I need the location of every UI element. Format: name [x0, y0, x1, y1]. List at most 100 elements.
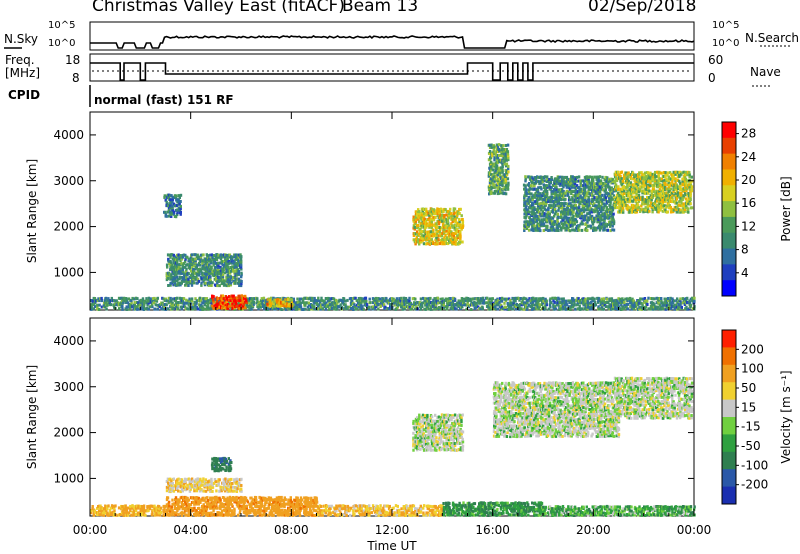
- power-cell: [534, 200, 537, 204]
- power-cell: [589, 305, 592, 309]
- power-cell: [601, 202, 604, 206]
- power-cell: [598, 187, 602, 191]
- power-cell: [223, 296, 226, 300]
- power-cell: [414, 303, 417, 307]
- power-cell: [177, 267, 180, 271]
- power-cell: [496, 307, 499, 311]
- power-cell: [422, 230, 426, 234]
- power-cell: [638, 177, 642, 181]
- power-cell: [240, 279, 243, 283]
- power-cell: [292, 297, 295, 301]
- power-cell: [658, 177, 661, 181]
- power-cell: [493, 164, 496, 168]
- power-cell: [495, 183, 499, 187]
- power-cell: [533, 224, 536, 228]
- power-cell: [555, 185, 558, 189]
- power-cell: [586, 212, 589, 216]
- power-cell: [576, 200, 580, 204]
- power-cell: [641, 173, 644, 177]
- power-cell: [631, 171, 635, 175]
- power-cell: [686, 307, 689, 311]
- power-cell: [583, 216, 587, 219]
- power-cell: [459, 230, 462, 234]
- power-cell: [248, 301, 251, 305]
- power-cell: [207, 305, 210, 309]
- power-cell: [568, 187, 572, 191]
- power-cell: [554, 220, 557, 224]
- power-cell: [205, 307, 209, 310]
- power-cell: [574, 188, 578, 192]
- power-cell: [523, 297, 526, 301]
- power-cell: [540, 196, 543, 200]
- power-cell: [619, 179, 622, 183]
- power-cell: [640, 204, 643, 208]
- power-cell: [231, 255, 234, 259]
- power-cell: [461, 299, 465, 303]
- power-cell: [620, 192, 623, 196]
- power-cell: [530, 299, 534, 303]
- power-cell: [647, 172, 650, 176]
- power-cell: [659, 194, 662, 198]
- power-cell: [524, 206, 527, 210]
- power-cell: [503, 191, 506, 195]
- power-cell: [527, 190, 531, 194]
- power-cell: [441, 299, 444, 303]
- power-cell: [597, 214, 600, 218]
- power-cell: [623, 200, 627, 204]
- power-cell: [460, 297, 464, 300]
- power-cell: [154, 303, 157, 307]
- power-cell: [132, 307, 136, 311]
- power-cell: [425, 297, 429, 301]
- power-cell: [492, 305, 496, 309]
- power-cell: [565, 189, 568, 193]
- power-cell: [673, 307, 676, 311]
- power-cell: [604, 216, 607, 220]
- power-cell: [584, 222, 588, 226]
- power-cell: [560, 307, 563, 311]
- power-cell: [221, 263, 224, 267]
- power-cell: [649, 173, 652, 177]
- power-cell: [664, 299, 667, 302]
- power-cell: [507, 156, 510, 160]
- power-cell: [141, 297, 145, 301]
- power-cell: [639, 297, 642, 301]
- power-cell: [693, 299, 696, 303]
- power-cell: [619, 190, 622, 193]
- power-cell: [591, 200, 595, 204]
- power-cell: [545, 303, 549, 307]
- power-cell: [408, 299, 411, 303]
- power-cell: [602, 307, 605, 311]
- power-cell: [544, 196, 548, 200]
- power-cell: [431, 212, 434, 216]
- power-cell: [616, 298, 619, 302]
- power-cell: [457, 242, 460, 246]
- power-cell: [570, 189, 573, 193]
- power-cell: [574, 212, 578, 216]
- power-cell: [594, 208, 597, 212]
- power-cell: [587, 187, 590, 191]
- power-cell: [344, 303, 347, 307]
- power-cell: [199, 255, 203, 259]
- power-cell: [226, 255, 229, 259]
- power-cell: [238, 301, 241, 305]
- power-cell: [577, 307, 580, 311]
- power-cell: [646, 195, 649, 199]
- power-cell: [569, 208, 572, 212]
- power-cell: [507, 297, 511, 301]
- power-cell: [659, 171, 662, 175]
- power-cell: [152, 299, 155, 303]
- power-cell: [147, 296, 151, 300]
- power-cell: [147, 301, 150, 305]
- power-cell: [657, 301, 660, 305]
- power-cell: [219, 265, 222, 269]
- power-cell: [313, 301, 316, 305]
- power-cell: [671, 193, 674, 197]
- power-cell: [167, 284, 170, 287]
- power-cell: [659, 185, 663, 189]
- power-cell: [178, 275, 181, 279]
- power-cell: [532, 187, 535, 191]
- power-cell: [603, 220, 606, 224]
- power-cell: [600, 299, 603, 303]
- power-cell: [585, 183, 588, 187]
- power-cell: [237, 255, 240, 259]
